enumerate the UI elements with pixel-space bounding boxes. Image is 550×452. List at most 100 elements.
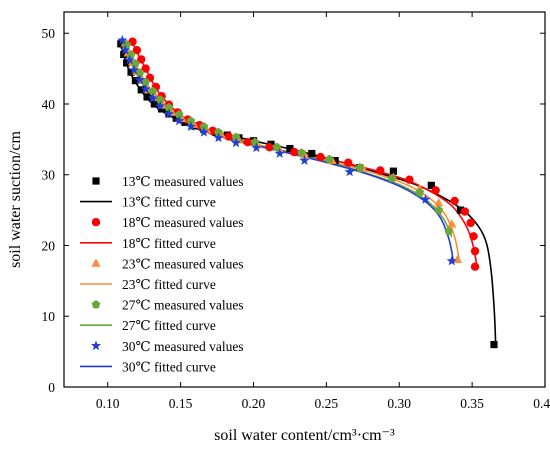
data-point	[389, 167, 398, 175]
data-point	[466, 218, 475, 228]
data-point	[297, 148, 306, 157]
data-point	[132, 46, 142, 55]
data-point	[172, 114, 180, 122]
data-point	[185, 121, 196, 131]
data-point	[272, 142, 282, 151]
data-point	[147, 92, 159, 103]
x-tick-label: 0.30	[387, 396, 411, 411]
data-point	[124, 54, 135, 65]
legend-label: 18℃ measured values	[122, 215, 244, 230]
data-point	[174, 109, 184, 119]
data-point	[120, 44, 131, 55]
legend-label: 13℃ fitted curve	[122, 195, 216, 210]
x-tick-label: 0.15	[169, 396, 193, 411]
x-tick-label: 0.10	[96, 396, 120, 411]
data-point	[324, 154, 334, 163]
data-point	[470, 262, 480, 271]
data-point	[199, 122, 209, 131]
data-point	[433, 198, 444, 207]
legend-label: 18℃ fitted curve	[122, 236, 216, 251]
data-point	[265, 142, 274, 152]
data-point	[355, 163, 365, 172]
data-point	[344, 166, 355, 177]
measured-series	[128, 37, 480, 271]
data-point	[231, 132, 241, 141]
data-point	[470, 246, 480, 256]
legend-marker	[91, 300, 101, 309]
legend-entry: 30℃ fitted curve	[80, 359, 216, 374]
data-point	[316, 152, 325, 162]
data-point	[460, 207, 470, 216]
x-tick-label: 0.25	[315, 396, 339, 411]
legend-label: 23℃ measured values	[122, 256, 244, 271]
data-point	[135, 68, 145, 77]
data-point	[274, 148, 285, 158]
data-point	[120, 50, 128, 59]
measured-series	[117, 34, 457, 266]
data-point	[141, 64, 150, 73]
data-point	[213, 132, 224, 143]
data-point	[123, 59, 131, 67]
legend-label: 23℃ fitted curve	[122, 277, 216, 292]
data-point	[450, 196, 459, 206]
data-point	[431, 186, 440, 195]
y-tick-label: 10	[42, 309, 56, 324]
y-tick-label: 50	[42, 26, 56, 41]
data-point	[141, 77, 150, 86]
data-point	[148, 86, 158, 95]
data-point	[137, 86, 145, 94]
data-point	[214, 127, 223, 136]
data-point	[434, 205, 443, 214]
plot-frame	[63, 11, 546, 388]
y-tick-label: 40	[42, 97, 56, 112]
legend-entry: 18℃ fitted curve	[80, 236, 216, 251]
legend-entry: 27℃ fitted curve	[80, 318, 216, 333]
data-point	[299, 155, 310, 165]
legend-entry: 13℃ measured values	[92, 174, 244, 189]
data-point	[251, 142, 262, 153]
x-tick-label: 0.35	[460, 396, 484, 411]
data-point	[286, 144, 294, 153]
legend-label: 30℃ measured values	[122, 339, 244, 354]
x-tick-label: 0.40	[533, 396, 550, 411]
data-point	[444, 226, 454, 236]
data-point	[456, 206, 465, 214]
legend-marker	[91, 218, 101, 227]
data-point	[420, 194, 431, 204]
data-point	[137, 55, 146, 64]
y-tick-label: 30	[42, 168, 56, 183]
legend-label: 13℃ measured values	[122, 174, 244, 189]
data-point	[331, 156, 339, 165]
legend-entry: 13℃ fitted curve	[80, 195, 216, 210]
data-point	[452, 254, 463, 264]
data-point	[163, 108, 175, 119]
data-point	[427, 181, 435, 189]
data-point	[344, 158, 353, 167]
data-point	[490, 340, 498, 349]
measured-series	[122, 39, 454, 236]
data-point	[140, 83, 151, 94]
data-point	[117, 34, 128, 45]
data-point	[131, 77, 140, 85]
data-point	[164, 102, 174, 112]
data-point	[415, 187, 425, 197]
legend-label: 27℃ measured values	[122, 298, 244, 313]
legend-marker	[91, 258, 101, 267]
data-point	[198, 126, 210, 137]
data-point	[155, 100, 166, 111]
legend-marker	[90, 340, 102, 351]
data-point	[250, 137, 260, 146]
y-tick-label: 0	[48, 380, 55, 395]
data-point	[446, 255, 457, 266]
data-point	[447, 219, 457, 228]
data-point	[230, 137, 242, 148]
data-point	[243, 137, 252, 147]
data-point	[308, 149, 316, 158]
legend-label: 30℃ fitted curve	[122, 359, 216, 374]
x-axis-title: soil water content/cm³·cm⁻³	[214, 427, 395, 444]
legend-entry: 23℃ measured values	[91, 256, 244, 271]
data-point	[131, 59, 140, 68]
data-point	[174, 115, 185, 126]
data-point	[155, 95, 165, 104]
